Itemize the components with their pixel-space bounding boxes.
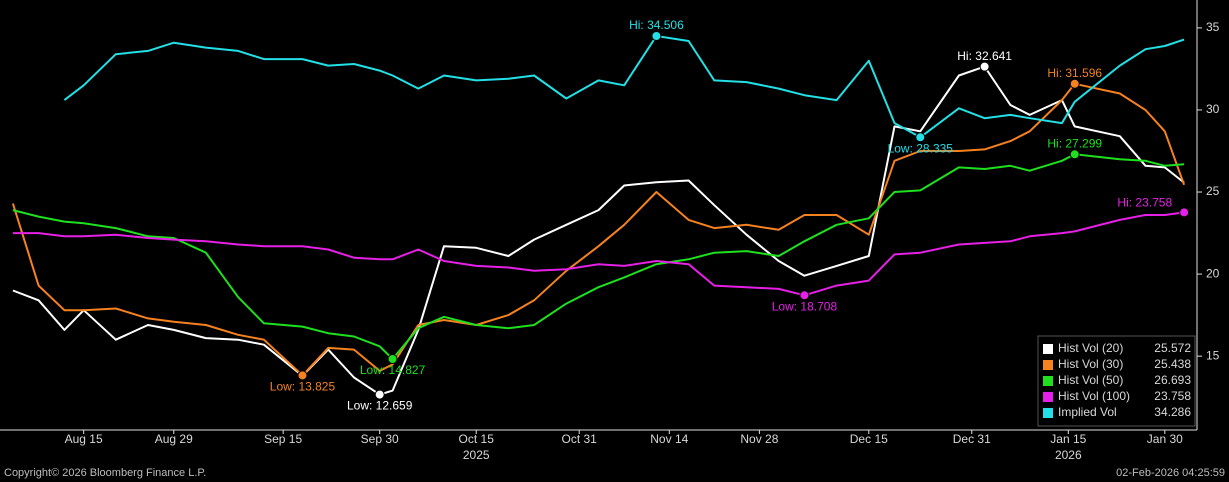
legend-name: Hist Vol (100) xyxy=(1058,389,1130,403)
legend-value: 25.572 xyxy=(1154,341,1191,355)
annotation-label: Low: 14.827 xyxy=(360,363,426,377)
legend-swatch xyxy=(1043,408,1053,418)
x-tick-label: Oct 31 xyxy=(562,432,598,446)
legend-value: 26.693 xyxy=(1154,373,1191,387)
legend-name: Hist Vol (30) xyxy=(1058,357,1123,371)
series-line xyxy=(12,153,1185,360)
annotation-dot xyxy=(1069,78,1080,89)
series-line xyxy=(63,35,1185,139)
y-tick-label: 25 xyxy=(1206,184,1220,198)
annotation-label: Low: 28.335 xyxy=(888,141,954,155)
annotation-label: Low: 13.825 xyxy=(270,380,336,394)
y-tick-label: 30 xyxy=(1206,102,1220,116)
x-tick-label: Sep 15 xyxy=(264,432,302,446)
x-tick-label: Dec 31 xyxy=(953,432,991,446)
legend-name: Hist Vol (50) xyxy=(1058,373,1123,387)
legend-swatch xyxy=(1043,360,1053,370)
x-tick-label: Jan 15 xyxy=(1050,432,1086,446)
annotation-label: Hi: 32.641 xyxy=(957,49,1012,63)
copyright: Copyright© 2026 Bloomberg Finance L.P. xyxy=(4,467,206,479)
annotation-label: Hi: 23.758 xyxy=(1117,196,1172,210)
annotation-label: Hi: 34.506 xyxy=(629,18,684,32)
x-tick-label: Nov 14 xyxy=(650,432,688,446)
x-tick-label: Aug 29 xyxy=(155,432,193,446)
annotation-dot xyxy=(799,290,810,301)
annotation-dot xyxy=(979,61,990,72)
x-year-label: 2025 xyxy=(463,448,490,462)
legend-name: Implied Vol xyxy=(1058,405,1117,419)
series-line xyxy=(12,65,1185,396)
x-tick-label: Nov 28 xyxy=(740,432,778,446)
x-tick-label: Dec 15 xyxy=(850,432,888,446)
annotation-dot xyxy=(387,353,398,364)
y-tick-label: 20 xyxy=(1206,266,1220,280)
annotation-label: Low: 12.659 xyxy=(347,399,413,413)
y-tick-label: 15 xyxy=(1206,348,1220,362)
legend-swatch xyxy=(1043,376,1053,386)
x-tick-label: Jan 30 xyxy=(1147,432,1183,446)
legend-value: 23.758 xyxy=(1154,389,1191,403)
legend-swatch xyxy=(1043,392,1053,402)
annotation-label: Hi: 31.596 xyxy=(1047,66,1102,80)
legend-name: Hist Vol (20) xyxy=(1058,341,1123,355)
timestamp: 02-Feb-2026 04:25:59 xyxy=(1116,467,1225,479)
annotation-label: Low: 18.708 xyxy=(772,299,838,313)
x-tick-label: Oct 15 xyxy=(459,432,495,446)
annotation-dot xyxy=(651,31,662,42)
x-tick-label: Sep 30 xyxy=(361,432,399,446)
y-tick-label: 35 xyxy=(1206,20,1220,34)
annotation-dot xyxy=(1179,207,1190,218)
annotation-dot xyxy=(297,370,308,381)
series-line xyxy=(11,82,1186,377)
series-line xyxy=(12,211,1185,297)
legend-swatch xyxy=(1043,344,1053,354)
annotation-dot xyxy=(374,389,385,400)
x-tick-label: Aug 15 xyxy=(65,432,103,446)
legend-box xyxy=(1037,335,1196,427)
legend-value: 25.438 xyxy=(1154,357,1191,371)
annotation-label: Hi: 27.299 xyxy=(1047,136,1102,150)
x-year-label: 2026 xyxy=(1055,448,1082,462)
annotation-dot xyxy=(915,132,926,143)
annotation-dot xyxy=(1069,149,1080,160)
legend-value: 34.286 xyxy=(1154,405,1191,419)
legend: Hist Vol (20) 25.572 Hist Vol (30) 25.438 Hi… xyxy=(1037,335,1196,427)
